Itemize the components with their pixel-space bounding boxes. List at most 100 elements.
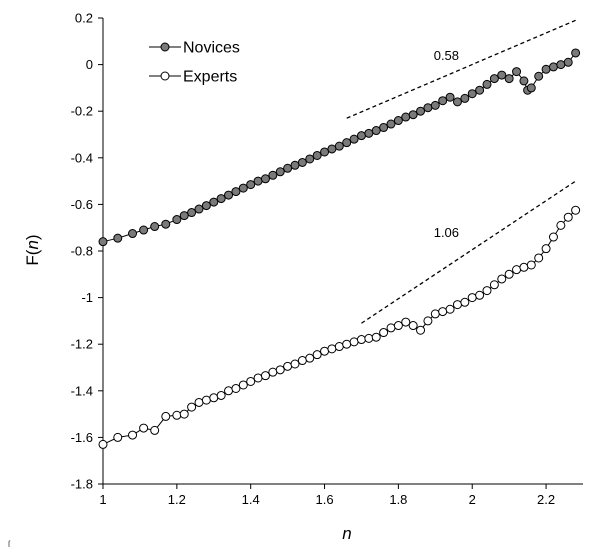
legend-label: Experts xyxy=(183,69,237,86)
data-point xyxy=(445,304,455,314)
data-point xyxy=(179,409,189,419)
series-layer xyxy=(98,48,581,449)
data-point xyxy=(563,57,573,67)
y-tick-label: -1.8 xyxy=(71,477,93,492)
corner-glyph: ſ xyxy=(8,539,10,549)
x-tick-label: 2.2 xyxy=(537,492,555,507)
x-tick-label: 2 xyxy=(469,492,476,507)
data-point xyxy=(139,225,149,235)
data-point xyxy=(231,383,241,393)
data-point xyxy=(416,106,426,116)
data-point xyxy=(423,103,433,113)
data-point xyxy=(172,410,182,420)
data-point xyxy=(393,116,403,126)
data-point xyxy=(497,274,507,284)
data-point xyxy=(172,215,182,225)
data-point xyxy=(401,317,411,327)
data-point xyxy=(128,229,138,239)
data-point xyxy=(386,119,396,129)
data-point xyxy=(482,79,492,89)
data-point xyxy=(512,67,522,77)
data-point xyxy=(571,48,581,58)
data-point xyxy=(113,233,123,243)
y-axis-title-suffix: ) xyxy=(23,234,42,240)
data-point xyxy=(379,328,389,338)
data-point xyxy=(209,197,219,207)
data-point xyxy=(312,350,322,360)
data-point xyxy=(268,170,278,180)
series-line xyxy=(102,209,576,445)
legend-label: Novices xyxy=(183,40,240,57)
data-point xyxy=(408,110,418,120)
data-point xyxy=(179,211,189,221)
data-point xyxy=(150,425,160,435)
data-point xyxy=(504,269,514,279)
data-point xyxy=(231,187,241,197)
y-axis-title-prefix: F( xyxy=(23,249,42,265)
y-tick-label: -0.4 xyxy=(71,150,93,165)
data-point xyxy=(526,260,536,270)
data-point xyxy=(416,325,426,335)
data-point xyxy=(386,323,396,333)
data-point xyxy=(334,342,344,352)
data-point xyxy=(283,361,293,371)
data-point xyxy=(475,290,485,300)
data-point xyxy=(467,89,477,99)
data-point xyxy=(260,174,270,184)
data-point xyxy=(128,430,138,440)
data-point xyxy=(534,253,544,263)
data-point xyxy=(305,154,315,164)
data-point xyxy=(312,150,322,160)
data-point xyxy=(512,265,522,275)
data-point xyxy=(327,344,337,354)
data-point xyxy=(548,62,558,72)
data-point xyxy=(460,93,470,103)
data-point xyxy=(504,74,514,84)
data-point xyxy=(364,128,374,138)
data-point xyxy=(534,71,544,81)
x-tick-label: 1.2 xyxy=(168,492,186,507)
data-point xyxy=(445,92,455,102)
data-point xyxy=(364,333,374,343)
data-point xyxy=(139,423,149,433)
data-point xyxy=(489,280,499,290)
data-point xyxy=(201,395,211,405)
data-point xyxy=(297,157,307,167)
y-tick-label: -1.4 xyxy=(71,383,93,398)
slope-label: 0.58 xyxy=(434,48,459,63)
data-point xyxy=(216,194,226,204)
data-point xyxy=(497,70,507,80)
data-point xyxy=(187,208,197,218)
data-point xyxy=(548,232,558,242)
x-tick-label: 1.6 xyxy=(315,492,333,507)
data-point xyxy=(187,402,197,412)
y-tick-label: -0.2 xyxy=(71,104,93,119)
data-point xyxy=(297,356,307,366)
data-point xyxy=(224,190,234,200)
data-point xyxy=(438,307,448,317)
data-point xyxy=(423,316,433,326)
data-point xyxy=(430,100,440,110)
y-tick-label: 0 xyxy=(86,57,93,72)
data-point xyxy=(290,359,300,369)
x-tick-label: 1 xyxy=(99,492,106,507)
y-tick-label: -0.8 xyxy=(71,244,93,259)
data-point xyxy=(356,335,366,345)
data-point xyxy=(327,144,337,154)
data-point xyxy=(194,204,204,214)
data-point xyxy=(371,126,381,136)
data-point xyxy=(489,74,499,84)
data-point xyxy=(98,237,108,247)
data-point xyxy=(260,371,270,381)
x-axis-title: n xyxy=(342,524,351,543)
y-axis-title: F(n) xyxy=(23,234,42,265)
series-novices xyxy=(98,48,581,247)
data-point xyxy=(556,220,566,230)
data-point xyxy=(452,300,462,310)
x-tick-label: 1.4 xyxy=(242,492,260,507)
data-point xyxy=(194,397,204,407)
data-point xyxy=(356,131,366,141)
data-point xyxy=(452,97,462,107)
data-point xyxy=(275,167,285,177)
